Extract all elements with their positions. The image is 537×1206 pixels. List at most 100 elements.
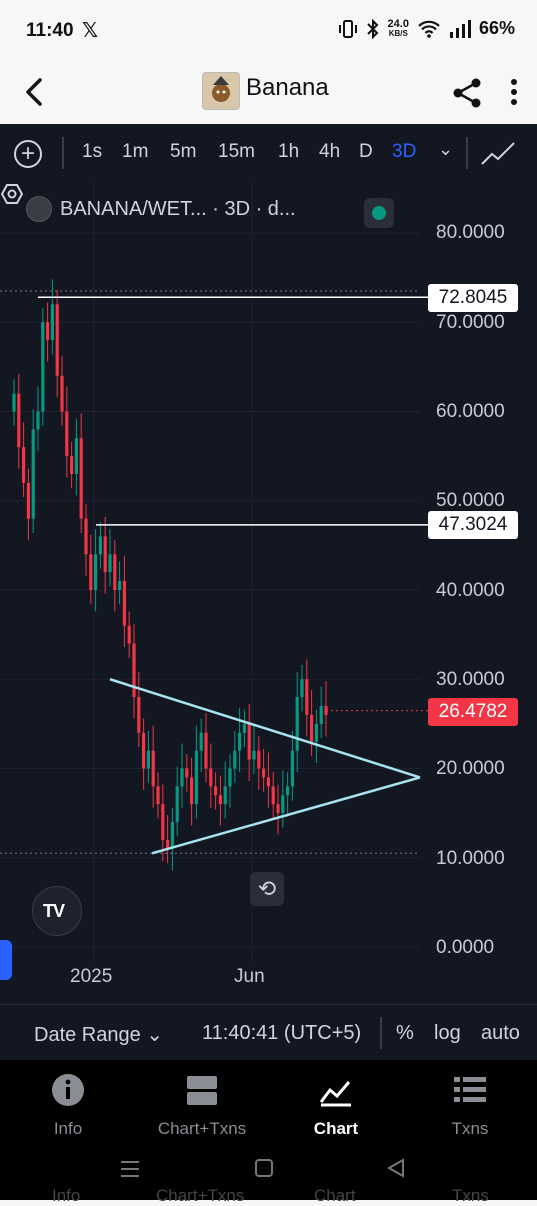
auto-scale-toggle[interactable]: auto (481, 1022, 520, 1044)
tab-chart[interactable]: Chart (286, 1060, 386, 1150)
add-indicator-button[interactable]: + (14, 140, 42, 168)
token-avatar (202, 72, 240, 110)
candle-body (238, 732, 242, 751)
tab-chart-txns[interactable]: Chart+Txns (142, 1060, 262, 1150)
chart-type-line-icon[interactable] (480, 138, 516, 168)
candle-body (271, 786, 275, 805)
candle-body (50, 304, 54, 341)
chart-canvas[interactable] (0, 182, 537, 1004)
timeframe-d[interactable]: D (359, 141, 373, 162)
price-axis-label: 60.0000 (436, 401, 505, 422)
triangle-upper-trendline (109, 678, 421, 779)
candle-body (286, 786, 290, 796)
timeframe-3d[interactable]: 3D (392, 141, 417, 162)
candle-body (190, 777, 194, 805)
price-axis-label: 40.0000 (436, 580, 505, 601)
back-arrow-icon[interactable] (20, 74, 52, 110)
clock-readout[interactable]: 11:40:41 (UTC+5) (202, 1022, 362, 1044)
price-chart[interactable]: BANANA/WET... · 3D · d... 80.0000 70.000… (0, 182, 537, 1004)
log-scale-toggle[interactable]: log (434, 1022, 461, 1044)
ghost-tab-label: Txns (452, 1186, 489, 1205)
timeframe-1h[interactable]: 1h (278, 141, 300, 162)
candle-body (12, 393, 16, 412)
chevron-down-icon[interactable]: ⌄ (438, 139, 454, 159)
system-navigation-bar: Info Chart+Txns Chart Txns (0, 1150, 537, 1205)
candle-body (84, 518, 88, 555)
chart-toolbar: + 1s 1m 5m 15m 1h 4h D 3D ⌄ (0, 124, 537, 183)
tab-txns[interactable]: Txns (420, 1060, 520, 1150)
candle-body (262, 768, 266, 778)
candle-body (65, 411, 69, 457)
tradingview-logo[interactable]: TV (32, 886, 82, 936)
page-title: Banana (246, 74, 329, 101)
candle-body (319, 706, 323, 724)
candle-body (26, 482, 30, 519)
bluetooth-icon (366, 18, 378, 39)
time-axis-label: 2025 (70, 966, 113, 987)
more-vertical-icon[interactable] (506, 72, 522, 112)
candle-body (161, 804, 165, 840)
candle-body (36, 411, 40, 430)
price-level-tag-high: 72.8045 (428, 284, 518, 312)
timeframe-1m[interactable]: 1m (122, 141, 149, 162)
system-back-icon[interactable] (386, 1158, 406, 1178)
toolbar-divider (466, 137, 468, 169)
market-status-indicator[interactable] (364, 198, 394, 228)
price-axis-label: 50.0000 (436, 490, 505, 511)
candle-body (281, 795, 285, 814)
triangle-lower-trendline (151, 776, 421, 855)
candle-body (103, 536, 107, 573)
candle-body (295, 697, 299, 751)
candle-body (290, 750, 294, 787)
candle-body (89, 554, 93, 590)
tab-chart-label: Chart (313, 1119, 359, 1138)
timeframe-5m[interactable]: 5m (170, 141, 197, 162)
candle-body (185, 768, 189, 778)
share-icon[interactable] (450, 76, 484, 110)
candle-body (170, 822, 174, 849)
chart-bottom-bar: Date Range ⌄ 11:40:41 (UTC+5) % log auto (0, 1004, 537, 1061)
timeframe-4h[interactable]: 4h (319, 141, 341, 162)
signal-icon (449, 19, 471, 38)
price-axis-label: 80.0000 (436, 222, 505, 243)
candle-body (305, 679, 309, 715)
battery-level: 66% (478, 18, 515, 38)
tradingview-logo-text: TV (43, 901, 65, 921)
timeframe-15m[interactable]: 15m (218, 141, 255, 162)
side-panel-handle[interactable] (0, 940, 12, 980)
split-view-icon (187, 1076, 217, 1105)
monkey-icon (212, 76, 230, 102)
candle-body (127, 625, 131, 644)
chart-legend[interactable]: BANANA/WET... · 3D · d... (26, 196, 296, 222)
price-axis-label: 10.0000 (436, 848, 505, 869)
drawings-layer (38, 296, 428, 855)
candle-body (132, 643, 136, 698)
candle-body (118, 581, 122, 590)
ghost-tab-label: Info (52, 1186, 81, 1205)
candle-body (41, 322, 45, 412)
status-time: 11:40 (26, 20, 74, 41)
area-chart-icon (319, 1081, 351, 1107)
wifi-icon (418, 20, 440, 38)
candle-body (137, 697, 141, 733)
network-speed: 24.0 KB/S (387, 17, 409, 38)
tab-info[interactable]: Info (18, 1060, 118, 1150)
candle-body (247, 723, 251, 760)
candles-layer (12, 279, 328, 871)
settings-hexagon-icon[interactable] (0, 182, 24, 206)
candle-body (60, 375, 64, 412)
timeframe-1s[interactable]: 1s (82, 141, 103, 162)
recent-apps-icon[interactable] (120, 1160, 140, 1178)
ghost-tab-label: Chart (314, 1186, 356, 1205)
candle-body (180, 768, 184, 787)
price-axis-label: 0.0000 (436, 937, 495, 958)
reset-chart-button[interactable]: ⟲ (250, 872, 284, 906)
candle-body (142, 732, 146, 769)
candle-body (204, 732, 208, 769)
date-range-button[interactable]: Date Range ⌄ (34, 1024, 164, 1046)
home-icon[interactable] (254, 1158, 274, 1178)
candle-body (74, 438, 78, 474)
percent-scale-toggle[interactable]: % (396, 1022, 414, 1044)
candle-body (156, 786, 160, 805)
candle-body (266, 777, 270, 787)
